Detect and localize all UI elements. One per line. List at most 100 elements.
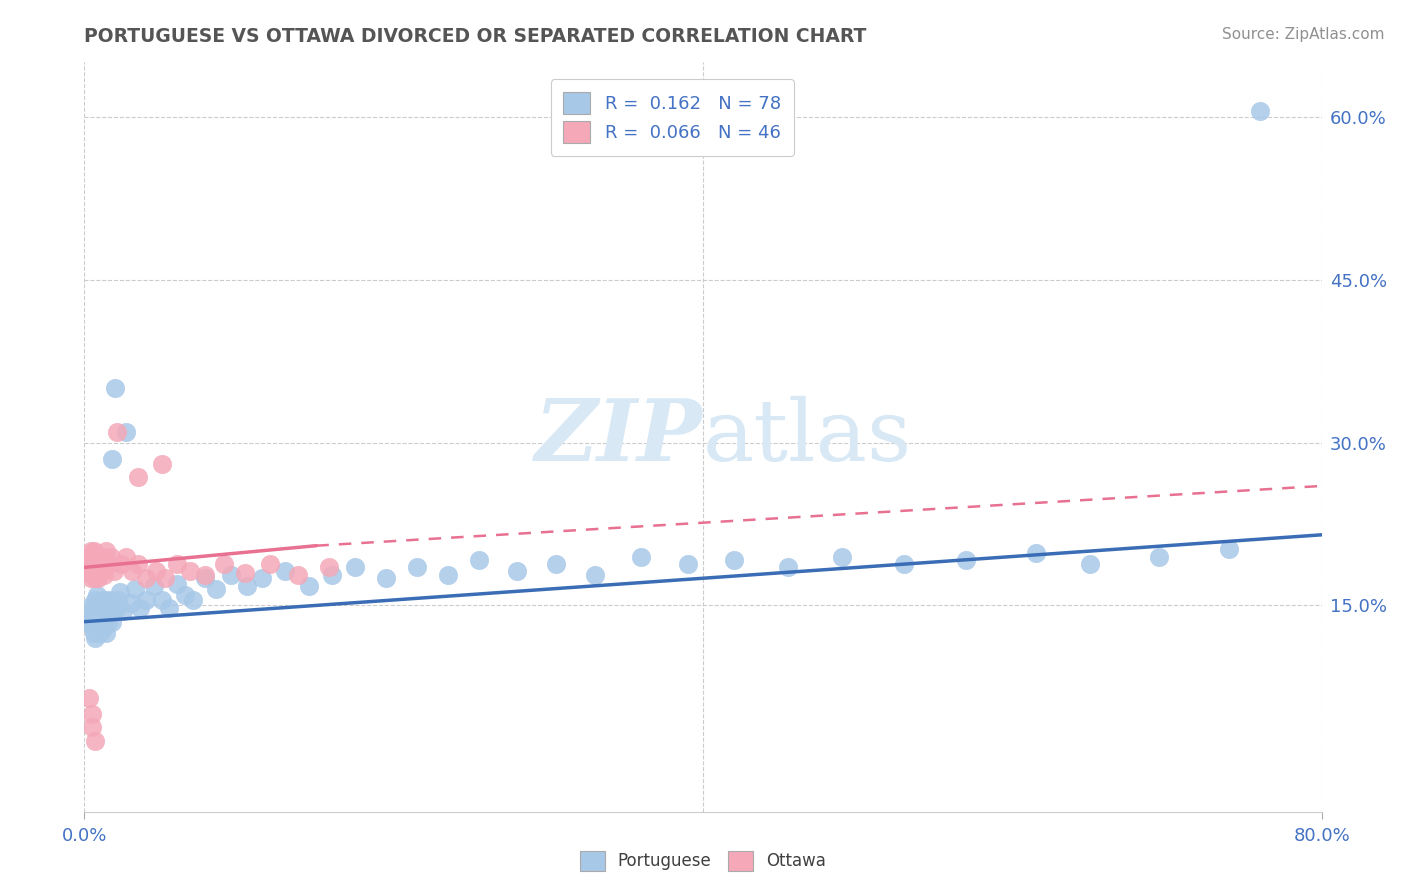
Point <box>194 571 217 585</box>
Point <box>89 566 111 580</box>
Point <box>89 625 111 640</box>
Point <box>89 553 111 567</box>
Point <box>194 568 217 582</box>
Point <box>259 557 281 571</box>
Point <box>120 596 142 610</box>
Point <box>110 557 132 571</box>
Point <box>76 560 98 574</box>
Point <box>90 560 112 574</box>
Point <box>181 593 204 607</box>
Point <box>84 631 107 645</box>
Point <box>79 604 101 618</box>
Point <box>375 571 398 585</box>
Point <box>115 425 138 439</box>
Point <box>630 549 652 564</box>
Point <box>93 600 115 615</box>
Point <box>252 571 274 585</box>
Point <box>723 553 745 567</box>
Point <box>103 564 125 578</box>
Point <box>676 557 699 571</box>
Point <box>274 564 297 578</box>
Point <box>84 620 107 634</box>
Legend: Portuguese, Ottawa: Portuguese, Ottawa <box>571 842 835 880</box>
Point <box>90 604 112 618</box>
Text: atlas: atlas <box>703 395 912 479</box>
Point <box>344 560 367 574</box>
Point <box>105 600 128 615</box>
Point <box>506 564 529 578</box>
Point <box>121 564 143 578</box>
Point <box>94 544 117 558</box>
Point <box>82 611 104 625</box>
Point <box>174 588 197 602</box>
Point <box>89 615 111 629</box>
Point <box>83 606 105 620</box>
Point <box>287 568 309 582</box>
Point <box>89 599 111 613</box>
Point <box>79 618 101 632</box>
Point <box>97 557 120 571</box>
Point <box>1149 549 1171 564</box>
Point <box>236 579 259 593</box>
Point <box>79 544 101 558</box>
Point <box>1218 541 1240 556</box>
Point <box>406 560 429 574</box>
Point <box>93 568 115 582</box>
Point <box>84 571 107 585</box>
Point <box>318 560 340 574</box>
Point <box>955 553 977 567</box>
Point <box>143 579 166 593</box>
Point <box>778 560 800 574</box>
Point <box>87 571 110 585</box>
Point <box>98 600 121 615</box>
Point <box>90 611 112 625</box>
Point <box>135 571 157 585</box>
Point <box>77 690 100 705</box>
Point <box>84 593 107 607</box>
Point <box>82 720 104 734</box>
Point <box>831 549 853 564</box>
Point <box>135 593 157 607</box>
Point <box>94 625 117 640</box>
Point <box>150 593 173 607</box>
Point <box>583 568 606 582</box>
Text: ZIP: ZIP <box>536 395 703 479</box>
Point <box>128 470 150 484</box>
Point <box>112 604 135 618</box>
Point <box>128 557 150 571</box>
Point <box>233 566 256 580</box>
Point <box>115 549 138 564</box>
Point <box>166 576 188 591</box>
Point <box>86 553 108 567</box>
Point <box>86 615 108 629</box>
Point <box>893 557 915 571</box>
Point <box>77 609 100 624</box>
Point <box>1249 104 1271 119</box>
Point <box>77 566 100 580</box>
Point <box>79 571 101 585</box>
Point <box>145 564 167 578</box>
Point <box>82 706 104 721</box>
Point <box>107 593 129 607</box>
Point <box>86 600 108 615</box>
Point <box>212 557 235 571</box>
Point <box>104 381 127 395</box>
Point <box>1078 557 1101 571</box>
Point <box>1025 546 1047 560</box>
Point <box>103 604 125 618</box>
Point <box>298 579 321 593</box>
Point <box>94 593 117 607</box>
Point <box>179 564 201 578</box>
Point <box>91 622 114 636</box>
Point <box>468 553 491 567</box>
Point <box>100 593 122 607</box>
Point <box>101 451 124 466</box>
Point <box>82 549 104 564</box>
Point <box>108 585 131 599</box>
Point <box>87 622 110 636</box>
Point <box>437 568 460 582</box>
Point <box>86 566 108 580</box>
Point <box>83 564 105 578</box>
Point <box>321 568 343 582</box>
Point <box>93 618 115 632</box>
